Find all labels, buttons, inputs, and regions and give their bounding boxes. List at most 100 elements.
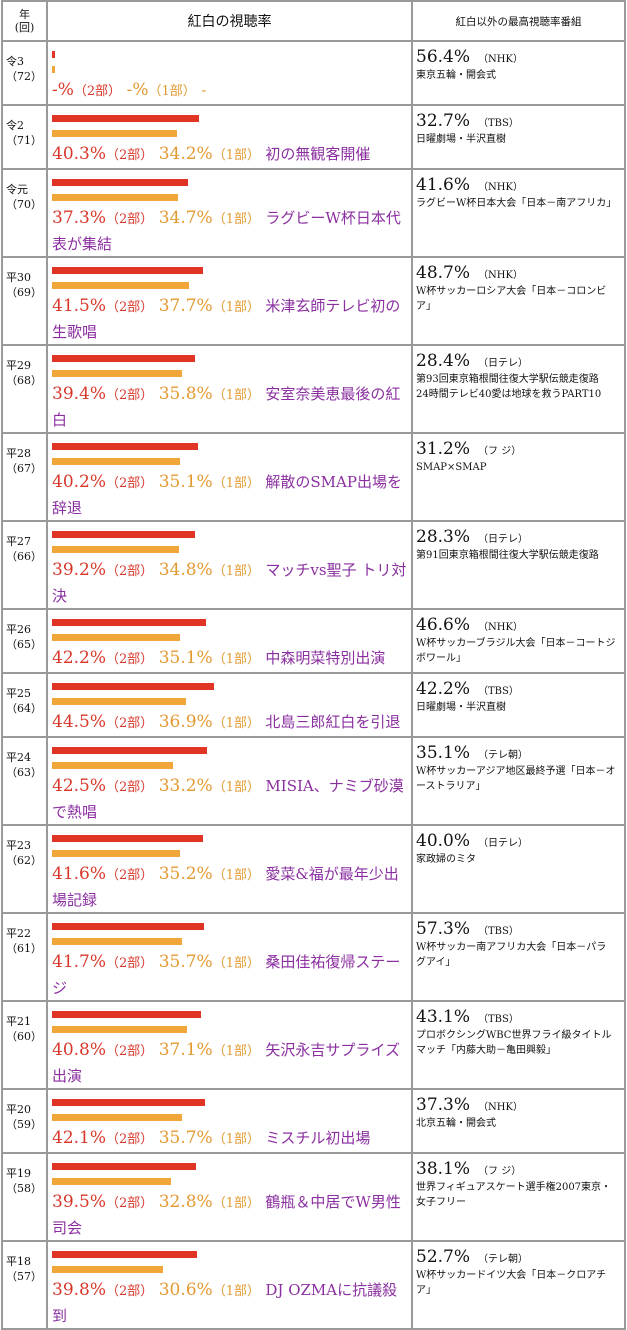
part1-label: （1部） [212,388,260,403]
bar-part1 [52,282,190,289]
rating-values: 39.5%（2部） 32.8%（1部） 鶴瓶＆中居でW男性司会 [52,1190,409,1240]
top-program-rating: 38.1% （フ ジ） [416,1158,624,1180]
year-cell: 平28 （67） [2,433,47,521]
part2-label: （2部） [106,1044,154,1059]
bar-part2 [52,531,195,538]
era-label: 平23 [6,839,31,852]
edition-label: （57） [6,1270,42,1283]
rating-values: 39.8%（2部） 30.6%（1部） DJ OZMAに抗議殺到 [52,1278,409,1328]
part2-label: （2部） [106,652,154,667]
rating-values: 41.6%（2部） 35.2%（1部） 愛菜&福が最年少出場記録 [52,862,409,912]
year-cell: 令3 （72） [2,41,47,105]
rating-percent: 38.1% [416,1159,471,1179]
program-name: W杯サッカーロシア大会「日本－コロンビア」 [416,286,607,312]
program-name: 日曜劇場・半沢直樹 [416,702,506,713]
rating-percent: 32.7% [416,111,471,131]
other-program-cell: 56.4% （NHK） 東京五輪・開会式 [412,41,625,105]
top-program-rating: 28.3% （日テレ） [416,526,624,548]
table-row: 平29 （68） 39.4%（2部） 35.8%（1部） 安室奈美恵最後の紅白 28.… [2,345,625,433]
part1-label: （1部） [212,716,260,731]
program-name: 北京五輪・開会式 [416,1118,496,1129]
bar-part2 [52,619,206,626]
header-other-program: 紅白以外の最高視聴率番組 [412,1,625,41]
other-program-cell: 43.1% （TBS） プロボクシングWBC世界フライ級タイトルマッチ「内藤大助－亀… [412,1001,625,1089]
year-cell: 令元 （70） [2,169,47,257]
bar-part2 [52,179,188,186]
other-program-cell: 35.1% （テレ朝） W杯サッカーアジア地区最終予選「日本－オーストラリア」 [412,737,625,825]
program-name: W杯サッカーブラジル大会「日本－コートジボワール」 [416,638,616,664]
edition-label: （72） [6,70,42,83]
value-part1: 35.1% [158,648,213,668]
network-label: （日テレ） [478,838,529,849]
rating-bars-cell: 41.6%（2部） 35.2%（1部） 愛菜&福が最年少出場記録 [47,825,412,913]
table-row: 平25 （64） 44.5%（2部） 36.9%（1部） 北島三郎紅白を引退 42.2… [2,673,625,737]
bar-part1 [52,938,182,945]
era-label: 平26 [6,623,31,636]
value-part2: 41.6% [52,864,107,884]
rating-bars-cell: 39.8%（2部） 30.6%（1部） DJ OZMAに抗議殺到 [47,1241,412,1329]
edition-label: （65） [6,638,42,651]
top-program-rating: 35.1% （テレ朝） [416,742,624,764]
rating-bars-cell: 42.2%（2部） 35.1%（1部） 中森明菜特別出演 [47,609,412,673]
header-year: 年 (回) [2,1,47,41]
year-cell: 平30 （69） [2,257,47,345]
year-cell: 平25 （64） [2,673,47,737]
event-note: 桑田佳祐復帰ステージ [52,953,401,997]
value-part2: 42.5% [52,776,107,796]
part2-label: （2部） [106,388,154,403]
event-note: 米津玄師テレビ初の生歌唱 [52,297,401,341]
part2-label: （2部） [73,84,122,99]
part2-label: （2部） [106,564,154,579]
rating-bars-cell: 39.5%（2部） 32.8%（1部） 鶴瓶＆中居でW男性司会 [47,1153,412,1241]
table-row: 平27 （66） 39.2%（2部） 34.8%（1部） マッチvs聖子 トリ対決 2… [2,521,625,609]
other-program-cell: 48.7% （NHK） W杯サッカーロシア大会「日本－コロンビア」 [412,257,625,345]
rating-bars-cell: 44.5%（2部） 36.9%（1部） 北島三郎紅白を引退 [47,673,412,737]
bar-part1 [52,1114,182,1121]
year-cell: 平21 （60） [2,1001,47,1089]
part1-label: （1部） [212,1284,260,1299]
bar-part1 [52,1178,172,1185]
event-note: ミスチル初出場 [265,1129,371,1147]
bar-part1 [52,698,187,705]
part2-label: （2部） [106,1132,154,1147]
year-cell: 平29 （68） [2,345,47,433]
value-part2: 44.5% [52,712,107,732]
network-label: （TBS） [478,1014,519,1025]
top-program-rating: 42.2% （TBS） [416,678,624,700]
year-cell: 平23 （62） [2,825,47,913]
year-cell: 平24 （63） [2,737,47,825]
value-part1: 30.6% [158,1280,213,1300]
rating-bars-cell: 40.2%（2部） 35.1%（1部） 解散のSMAP出場を辞退 [47,433,412,521]
other-program-cell: 42.2% （TBS） 日曜劇場・半沢直樹 [412,673,625,737]
top-program-rating: 31.2% （フ ジ） [416,438,624,460]
bar-part2 [52,683,214,690]
edition-label: （59） [6,1118,42,1131]
value-part1: 34.7% [158,208,213,228]
rating-values: 37.3%（2部） 34.7%（1部） ラグビーW杯日本代表が集結 [52,206,409,256]
event-note: - [201,81,207,99]
network-label: （NHK） [478,270,523,281]
header-kohaku-rating: 紅白の視聴率 [47,1,412,41]
part1-label: （1部） [212,780,260,795]
rating-percent: 46.6% [416,615,471,635]
part1-label: （1部） [148,84,196,99]
value-part1: 36.9% [158,712,213,732]
rating-bars-cell: 42.5%（2部） 33.2%（1部） MISIA、ナミブ砂漠で熱唱 [47,737,412,825]
rating-percent: 28.3% [416,527,471,547]
edition-label: （69） [6,286,42,299]
table-row: 平23 （62） 41.6%（2部） 35.2%（1部） 愛菜&福が最年少出場記録 4… [2,825,625,913]
part2-label: （2部） [106,212,154,227]
value-part2: 41.7% [52,952,107,972]
table-row: 令3 （72） -%（2部） -%（1部） -56.4% （NHK） 東京五輪・開会式 [2,41,625,105]
edition-label: （63） [6,766,42,779]
rating-bars-cell: 41.5%（2部） 37.7%（1部） 米津玄師テレビ初の生歌唱 [47,257,412,345]
network-label: （NHK） [478,1102,523,1113]
bar-part1 [52,634,180,641]
network-label: （TBS） [478,926,519,937]
value-part1: 33.2% [158,776,213,796]
other-program-cell: 37.3% （NHK） 北京五輪・開会式 [412,1089,625,1153]
table-header: 年 (回) 紅白の視聴率 紅白以外の最高視聴率番組 [2,1,625,41]
network-label: （TBS） [478,118,519,129]
part1-label: （1部） [212,1044,260,1059]
bar-part2 [52,747,207,754]
